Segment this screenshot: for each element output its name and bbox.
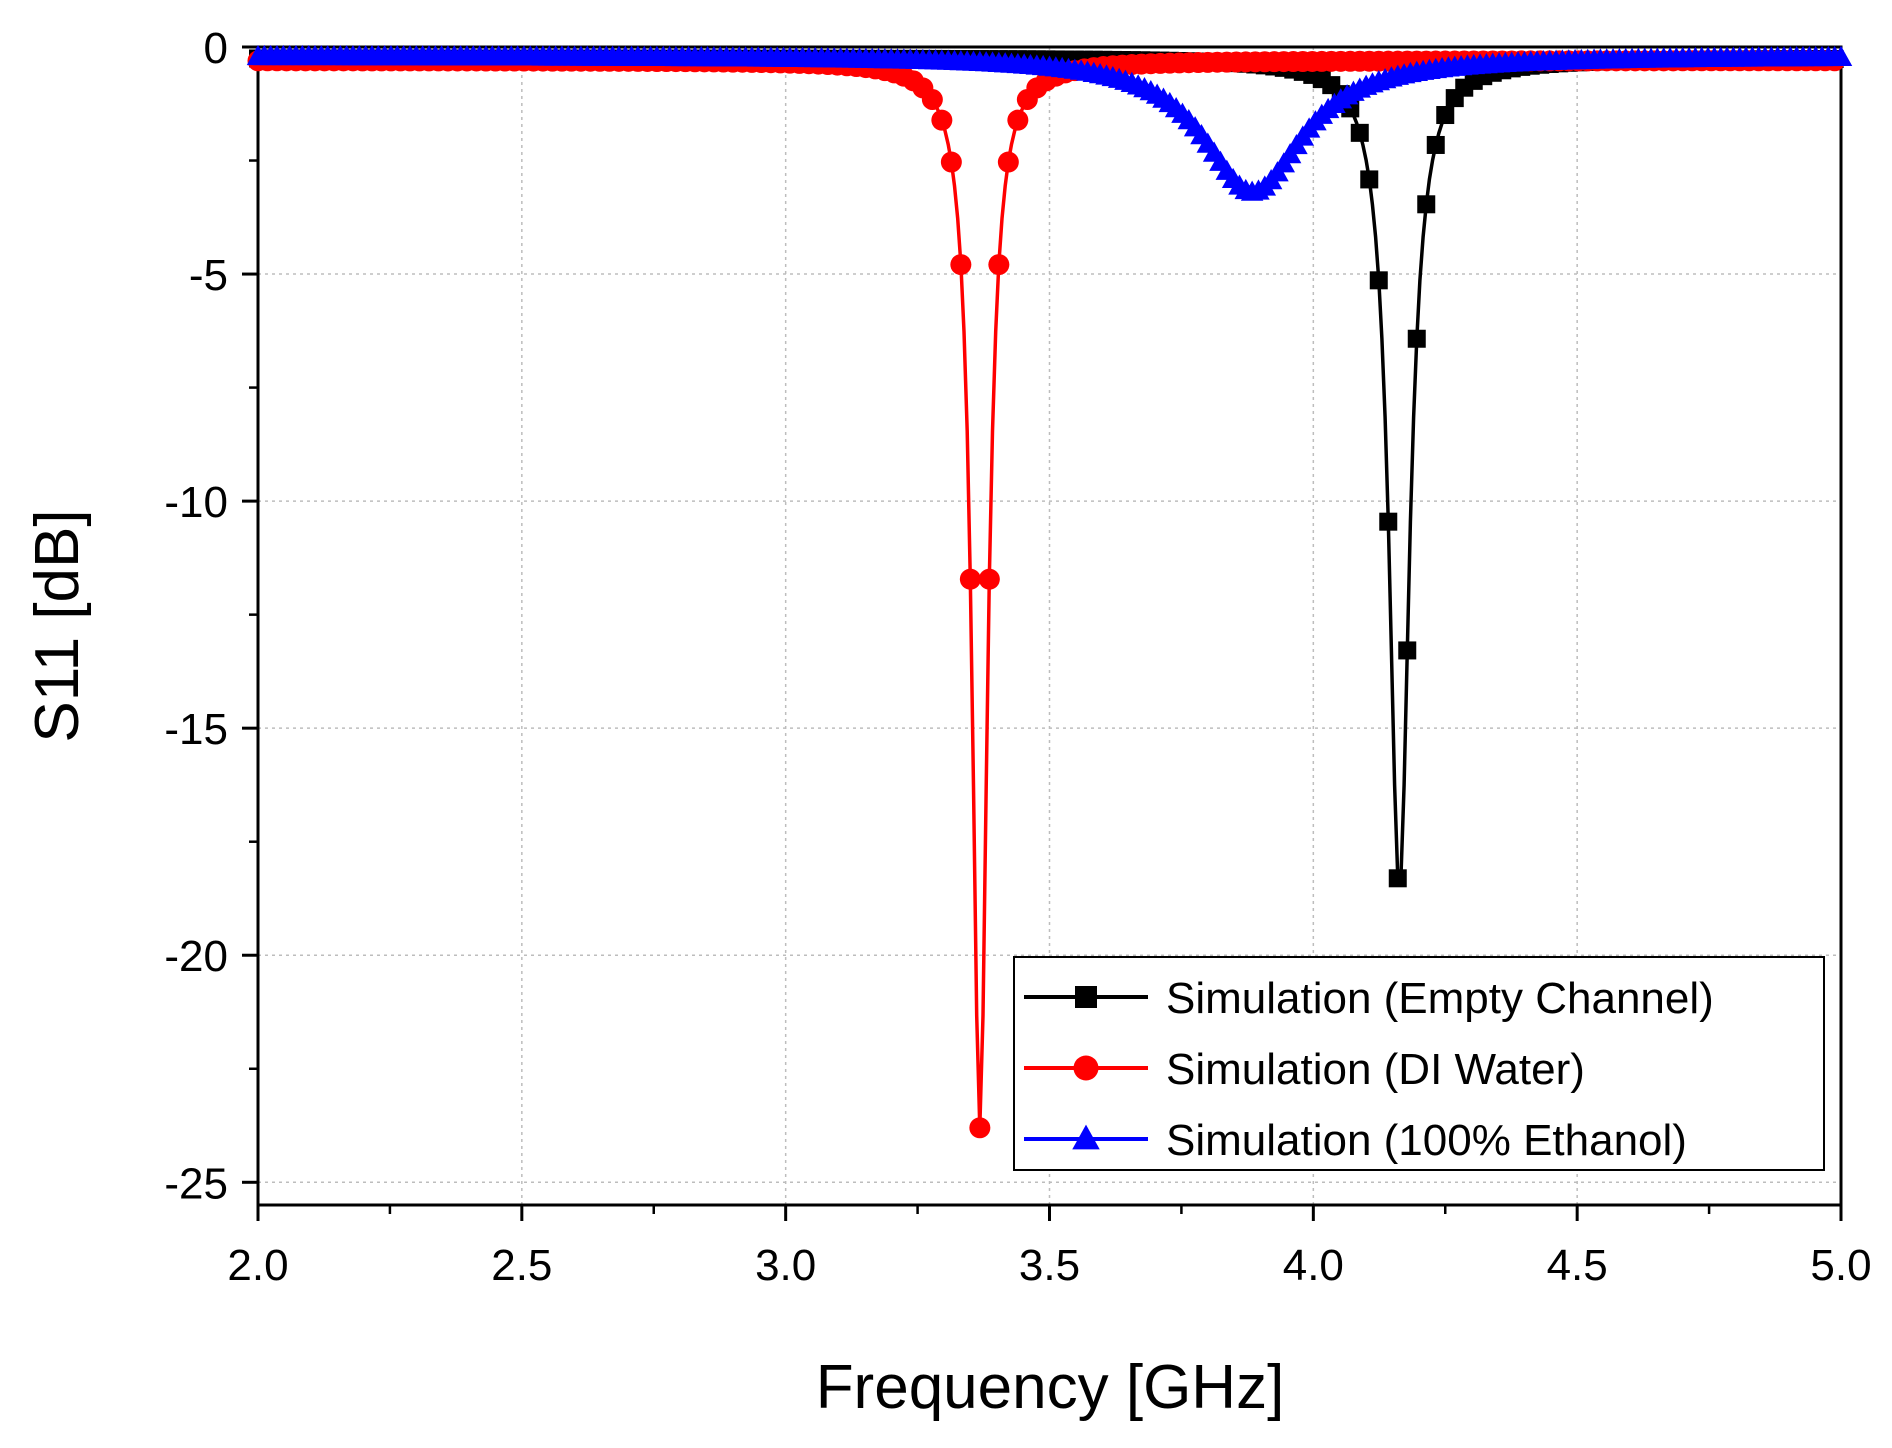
x-tick-label: 3.5 — [1019, 1241, 1080, 1290]
x-tick-label: 5.0 — [1810, 1241, 1871, 1290]
data-point — [969, 1117, 991, 1139]
y-axis-title: S11 [dB] — [23, 509, 92, 742]
legend-marker — [1073, 1055, 1099, 1081]
data-point — [1360, 170, 1379, 189]
data-point — [978, 568, 1000, 590]
x-tick-label: 2.0 — [227, 1241, 288, 1290]
legend-label: Simulation (100% Ethanol) — [1166, 1116, 1687, 1165]
data-point — [940, 151, 962, 173]
legend: Simulation (Empty Channel) Simulation (DI… — [1013, 956, 1825, 1171]
legend-item: Simulation (DI Water) — [1024, 1045, 1585, 1094]
data-point — [1829, 45, 1853, 67]
data-point — [997, 151, 1019, 173]
y-tick-labels: 0 -5 -10 -15 -20 -25 — [164, 24, 228, 1208]
data-point — [1417, 195, 1436, 214]
legend-item: Simulation (Empty Channel) — [1024, 974, 1714, 1023]
data-point — [1388, 869, 1407, 888]
data-point — [1436, 106, 1455, 125]
legend-label: Simulation (DI Water) — [1166, 1045, 1585, 1094]
x-axis-title: Frequency [GHz] — [816, 1353, 1285, 1422]
legend-item: Simulation (100% Ethanol) — [1024, 1116, 1687, 1165]
data-point — [931, 109, 953, 131]
legend-marker — [1072, 1124, 1100, 1150]
y-tick-label: -25 — [164, 1159, 228, 1208]
legend-label: Simulation (Empty Channel) — [1166, 974, 1714, 1023]
y-tick-label: -5 — [189, 251, 228, 300]
data-point — [1398, 641, 1417, 660]
series-square — [249, 49, 1844, 888]
legend-box — [1013, 956, 1825, 1171]
x-tick-labels: 2.0 2.5 3.0 3.5 4.0 4.5 5.0 — [227, 1241, 1871, 1290]
y-tick-label: -20 — [164, 932, 228, 981]
data-point — [1369, 271, 1388, 290]
x-tick-label: 3.0 — [755, 1241, 816, 1290]
x-tick-label: 4.5 — [1547, 1241, 1608, 1290]
y-tick-label: 0 — [204, 24, 228, 73]
x-tick-label: 2.5 — [491, 1241, 552, 1290]
data-point — [1407, 329, 1426, 348]
axis-ticks — [242, 45, 1843, 1221]
data-point — [988, 254, 1010, 276]
legend-marker — [1075, 986, 1097, 1008]
data-point — [1426, 135, 1445, 154]
data-point — [1350, 123, 1369, 142]
data-point — [950, 254, 972, 276]
data-point — [1007, 109, 1029, 131]
plot-area — [242, 44, 1853, 1221]
series-layer — [246, 44, 1853, 1139]
y-tick-label: -10 — [164, 478, 228, 527]
data-point — [959, 568, 981, 590]
data-point — [921, 89, 943, 111]
data-point — [1379, 512, 1398, 531]
series-triangle — [246, 44, 1853, 201]
x-tick-label: 4.0 — [1283, 1241, 1344, 1290]
y-tick-label: -15 — [164, 705, 228, 754]
